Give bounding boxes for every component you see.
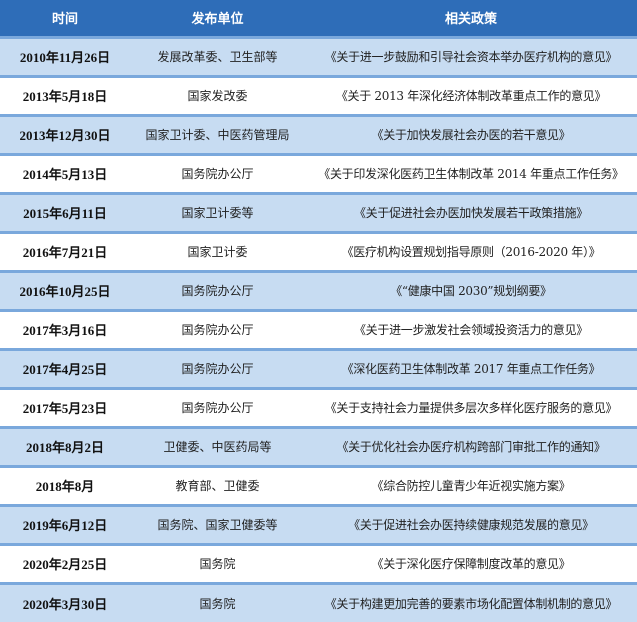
- cell-time: 2020年2月25日: [22, 557, 108, 572]
- table-row: 2014年5月13日 国务院办公厅 《关于印发深化医药卫生体制改革 2014 年重点…: [0, 154, 637, 193]
- table-row: 2018年8月2日 卫健委、中医药局等 《关于优化社会办医疗机构跨部门审批工作的通知…: [0, 427, 637, 466]
- cell-unit: 国务院办公厅: [181, 362, 254, 376]
- cell-time: 2017年4月25日: [22, 362, 108, 377]
- cell-unit: 国家卫计委: [187, 245, 248, 259]
- cell-policy: 《医疗机构设置规划指导原则（2016-2020 年）》: [341, 245, 601, 259]
- cell-policy: 《关于促进社会办医加快发展若干政策措施》: [353, 206, 588, 220]
- header-policy: 相关政策: [444, 12, 497, 28]
- cell-time: 2016年7月21日: [22, 245, 108, 260]
- cell-policy: 《关于促进社会办医持续健康规范发展的意见》: [348, 518, 594, 532]
- table-row: 2016年7月21日 国家卫计委 《医疗机构设置规划指导原则（2016-2020 年…: [0, 232, 637, 271]
- cell-unit: 国务院: [199, 557, 236, 571]
- cell-time: 2020年3月30日: [22, 596, 108, 612]
- cell-policy: 《关于印发深化医药卫生体制改革 2014 年重点工作任务》: [318, 167, 624, 181]
- cell-policy: 《关于优化社会办医疗机构跨部门审批工作的通知》: [336, 440, 606, 454]
- table-row: 2019年6月12日 国务院、国家卫健委等 《关于促进社会办医持续健康规范发展的意见…: [0, 505, 637, 544]
- cell-unit: 国务院: [199, 596, 236, 611]
- table-row: 2013年12月30日 国家卫计委、中医药管理局 《关于加快发展社会办医的若干意见》: [0, 115, 637, 154]
- cell-time: 2013年5月18日: [22, 89, 108, 104]
- cell-policy: 《关于加快发展社会办医的若干意见》: [371, 128, 571, 142]
- cell-policy: 《关于构建更加完善的要素市场化配置体制机制的意见》: [324, 596, 618, 611]
- cell-unit: 国务院办公厅: [181, 167, 254, 181]
- cell-unit: 国家发改委: [187, 89, 248, 103]
- cell-unit: 国家卫计委、中医药管理局: [145, 128, 290, 142]
- cell-policy: 《综合防控儿童青少年近视实施方案》: [371, 479, 571, 493]
- cell-unit: 国务院办公厅: [181, 323, 254, 337]
- table-row: 2010年11月26日 发展改革委、卫生部等 《关于进一步鼓励和引导社会资本举办医疗…: [0, 37, 637, 76]
- header-time: 时间: [51, 12, 78, 28]
- cell-unit: 国务院、国家卫健委等: [157, 518, 278, 532]
- cell-unit: 国家卫计委等: [181, 206, 254, 220]
- table-header-row: 时间 发布单位 相关政策: [0, 0, 637, 37]
- cell-time: 2017年3月16日: [22, 323, 108, 338]
- cell-policy: 《关于深化医疗保障制度改革的意见》: [371, 557, 571, 571]
- cell-policy: 《关于支持社会力量提供多层次多样化医疗服务的意见》: [324, 401, 618, 415]
- table-row: 2016年10月25日 国务院办公厅 《“健康中国 2030”规划纲要》: [0, 271, 637, 310]
- cell-unit: 国务院办公厅: [181, 401, 254, 415]
- table-row: 2013年5月18日 国家发改委 《关于 2013 年深化经济体制改革重点工作的意见…: [0, 76, 637, 115]
- cell-time: 2015年6月11日: [23, 206, 107, 221]
- cell-time: 2018年8月: [35, 479, 95, 494]
- header-unit: 发布单位: [191, 12, 244, 28]
- table-row: 2017年4月25日 国务院办公厅 《深化医药卫生体制改革 2017 年重点工作任务…: [0, 349, 637, 388]
- cell-policy: 《关于进一步激发社会领域投资活力的意见》: [353, 323, 588, 337]
- cell-time: 2019年6月12日: [22, 518, 108, 533]
- table-body: 2010年11月26日 发展改革委、卫生部等 《关于进一步鼓励和引导社会资本举办医疗…: [0, 37, 637, 622]
- cell-time: 2013年12月30日: [19, 128, 111, 143]
- cell-unit: 教育部、卫健委: [175, 479, 260, 493]
- table-row: 2017年5月23日 国务院办公厅 《关于支持社会力量提供多层次多样化医疗服务的意见…: [0, 388, 637, 427]
- cell-time: 2014年5月13日: [22, 167, 108, 182]
- cell-policy: 《关于 2013 年深化经济体制改革重点工作的意见》: [335, 89, 607, 103]
- cell-policy: 《“健康中国 2030”规划纲要》: [390, 284, 552, 298]
- cell-time: 2018年8月2日: [25, 440, 104, 455]
- cell-unit: 发展改革委、卫生部等: [157, 50, 278, 64]
- table-row: 2020年3月30日 国务院 《关于构建更加完善的要素市场化配置体制机制的意见》: [0, 583, 637, 622]
- cell-time: 2017年5月23日: [22, 401, 108, 416]
- cell-unit: 国务院办公厅: [181, 284, 254, 298]
- table-row: 2020年2月25日 国务院 《关于深化医疗保障制度改革的意见》: [0, 544, 637, 583]
- cell-time: 2010年11月26日: [19, 50, 111, 65]
- cell-time: 2016年10月25日: [19, 284, 111, 299]
- cell-policy: 《深化医药卫生体制改革 2017 年重点工作任务》: [341, 362, 601, 376]
- cell-policy: 《关于进一步鼓励和引导社会资本举办医疗机构的意见》: [324, 50, 618, 64]
- table-row: 2018年8月 教育部、卫健委 《综合防控儿童青少年近视实施方案》: [0, 466, 637, 505]
- cell-unit: 卫健委、中医药局等: [163, 440, 272, 454]
- table-row: 2015年6月11日 国家卫计委等 《关于促进社会办医加快发展若干政策措施》: [0, 193, 637, 232]
- table-row: 2017年3月16日 国务院办公厅 《关于进一步激发社会领域投资活力的意见》: [0, 310, 637, 349]
